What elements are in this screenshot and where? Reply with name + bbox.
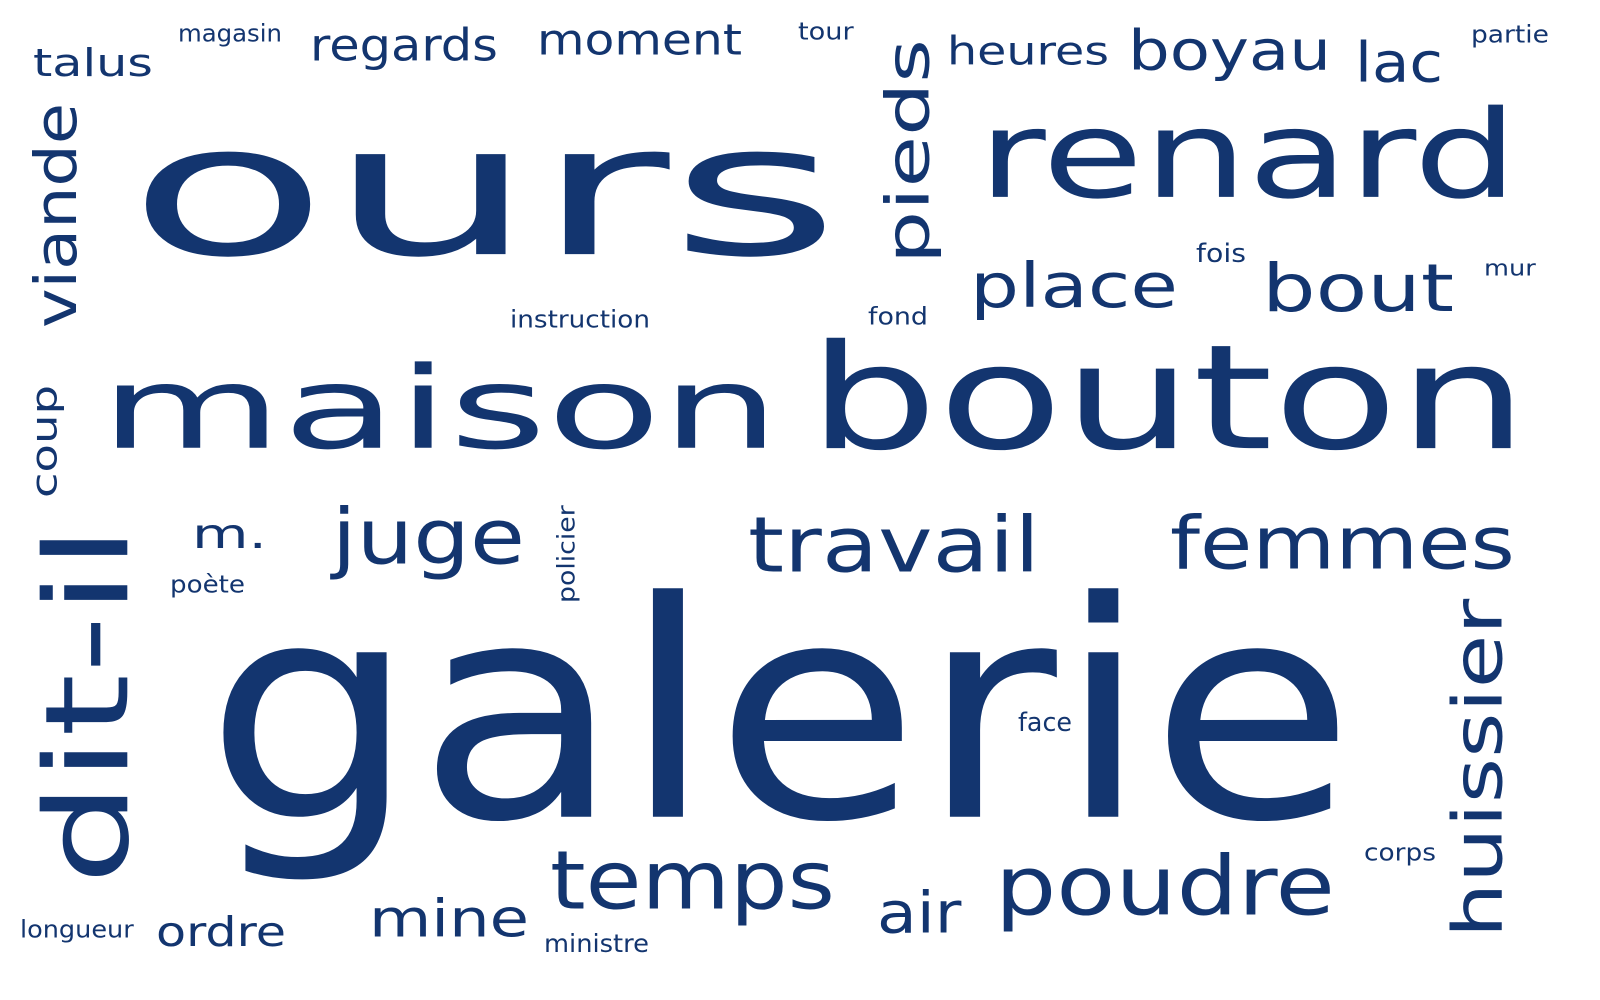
word-longueur: longueur [20, 915, 135, 943]
word-ministre: ministre [544, 929, 649, 957]
word-air: air [877, 880, 962, 946]
word-mur: mur [1484, 255, 1536, 281]
word-lac: lac [1355, 30, 1443, 95]
word-galerie: galerie [205, 537, 1355, 887]
word-huissier: huissier [1439, 598, 1518, 938]
word-mine: mine [369, 889, 529, 949]
word-regards: regards [310, 20, 498, 72]
word-fond: fond [868, 302, 928, 330]
word-travail: travail [748, 500, 1040, 590]
word-face: face [1018, 708, 1072, 738]
word-place: place [970, 251, 1178, 322]
word-maison: maison [100, 342, 780, 475]
word-magasin: magasin [178, 19, 282, 47]
word-instruction: instruction [510, 305, 650, 333]
word-bouton: bouton [808, 313, 1528, 482]
word-dit-il: dit-il [21, 525, 156, 885]
word-bout: bout [1262, 250, 1454, 326]
word-fois: fois [1196, 239, 1246, 268]
word-viande: viande [22, 103, 90, 328]
word-heures: heures [947, 29, 1109, 74]
word-partie: partie [1471, 20, 1549, 47]
word-corps: corps [1364, 838, 1436, 866]
word-m: m. [192, 510, 267, 558]
word-ordre: ordre [156, 908, 286, 956]
word-poete: poète [170, 570, 245, 598]
word-temps: temps [550, 834, 835, 928]
word-juge: juge [330, 493, 525, 582]
word-ours: ours [128, 85, 840, 298]
word-tour: tour [798, 18, 854, 46]
word-renard: renard [978, 85, 1518, 226]
word-coup: coup [23, 385, 65, 498]
word-poudre: poudre [995, 839, 1335, 934]
word-femmes: femmes [1170, 500, 1515, 586]
word-boyau: boyau [1128, 19, 1331, 84]
word-pieds: pieds [874, 39, 944, 264]
word-talus: talus [33, 41, 153, 85]
word-moment: moment [537, 15, 742, 65]
word-policier: policier [552, 505, 580, 603]
